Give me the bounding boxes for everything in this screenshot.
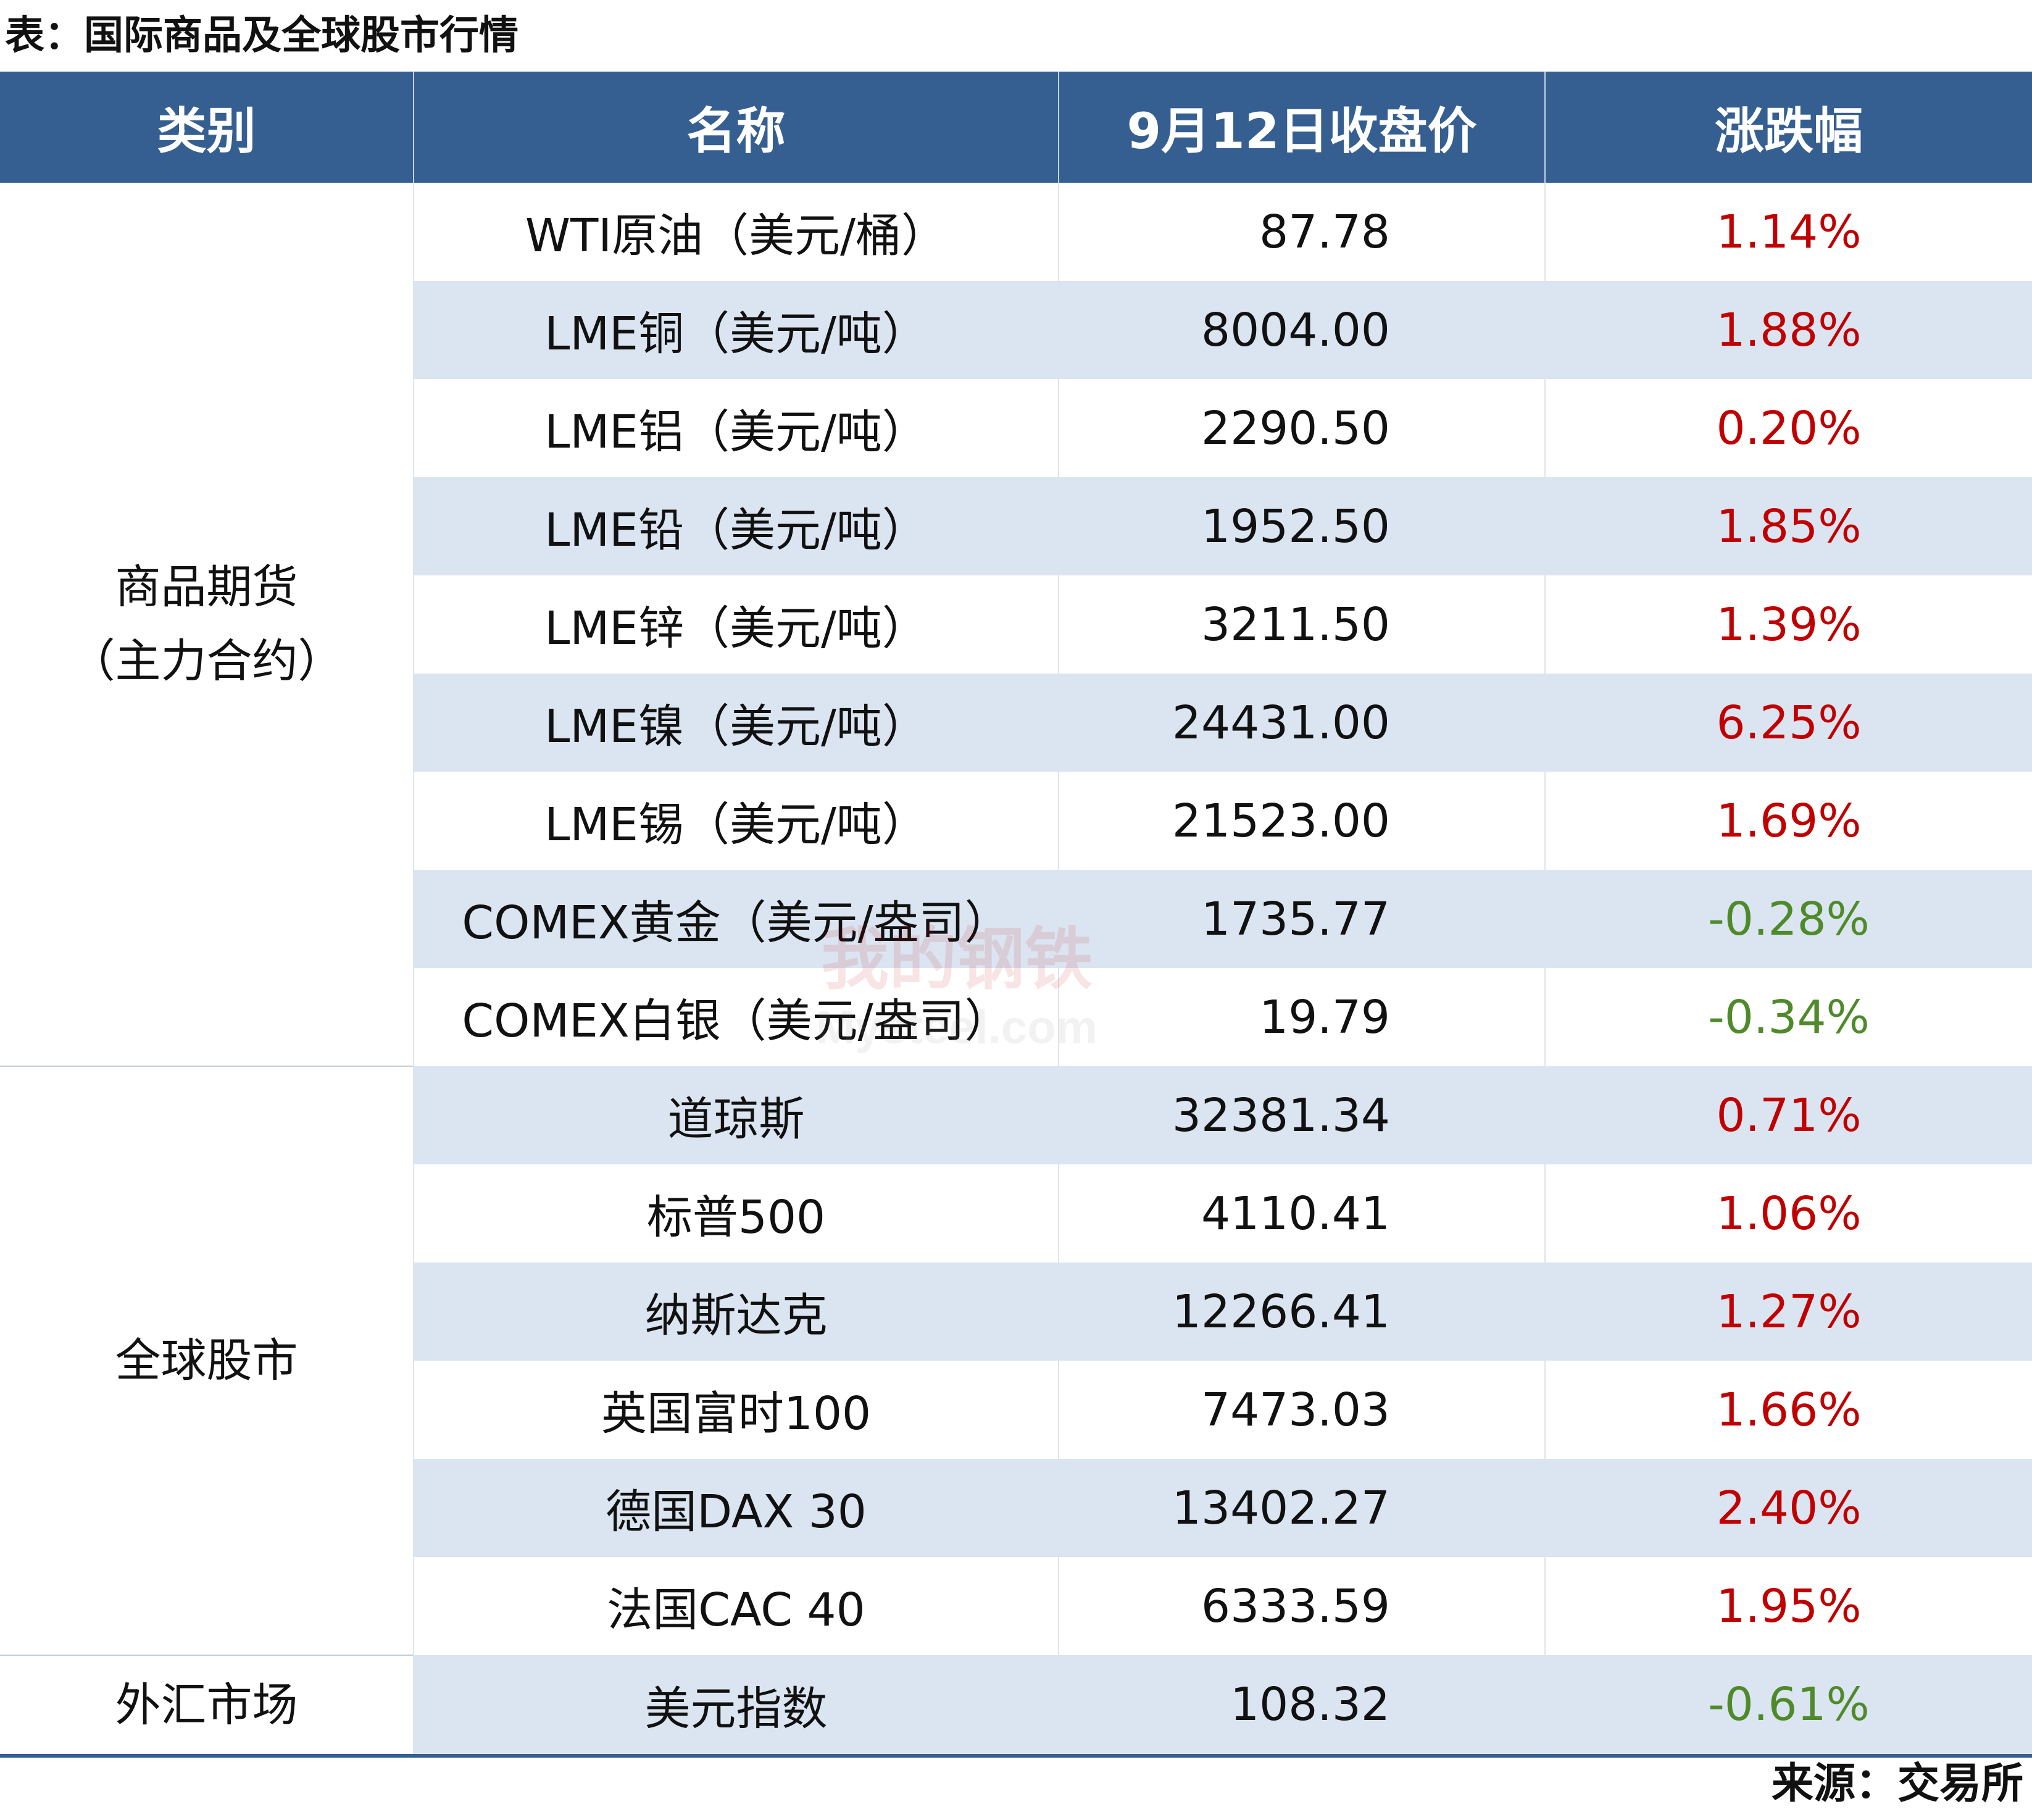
header-change: 涨跌幅 (1544, 72, 2032, 183)
table-row: LME铅（美元/吨） 1952.50 1.85% (0, 477, 2032, 575)
close-price: 1735.77 (1058, 870, 1546, 968)
close-price: 32381.34 (1058, 1066, 1546, 1164)
table-header: 类别 名称 9月12日收盘价 涨跌幅 (0, 72, 2032, 183)
header-category: 类别 (0, 72, 414, 183)
change-percent: 6.25% (1544, 674, 2032, 772)
close-price: 8004.00 (1058, 281, 1546, 379)
category-commodity-subtitle: （主力合约） (69, 635, 344, 688)
instrument-name: LME锡（美元/吨） (414, 772, 1059, 870)
change-percent: 1.69% (1544, 772, 2032, 870)
close-price: 13402.27 (1058, 1459, 1546, 1557)
close-price: 4110.41 (1058, 1164, 1546, 1263)
close-price: 21523.00 (1058, 772, 1546, 870)
change-percent: 0.20% (1544, 379, 2032, 477)
source-note: 来源：交易所 (1771, 1759, 2023, 1808)
table-row: COMEX黄金（美元/盎司） 1735.77 -0.28% (0, 870, 2032, 968)
change-percent: 1.88% (1544, 281, 2032, 379)
table-row: COMEX白银（美元/盎司） 19.79 -0.34% (0, 968, 2032, 1066)
change-percent: -0.61% (1544, 1655, 2032, 1758)
table-row: 标普500 4110.41 1.06% (0, 1164, 2032, 1263)
close-price: 24431.00 (1058, 674, 1546, 772)
table-row: LME镍（美元/吨） 24431.00 6.25% (0, 674, 2032, 772)
change-percent: 2.40% (1544, 1459, 2032, 1557)
change-percent: 1.39% (1544, 575, 2032, 674)
table-row: 外汇市场 美元指数 108.32 -0.61% (0, 1655, 2032, 1758)
table-row: 法国CAC 40 6333.59 1.95% (0, 1557, 2032, 1655)
change-percent: 1.85% (1544, 477, 2032, 575)
table-row: 全球股市 道琼斯 32381.34 0.71% (0, 1066, 2032, 1655)
instrument-name: 美元指数 (413, 1655, 1059, 1758)
instrument-name: WTI原油（美元/桶） (413, 183, 1059, 281)
table-row: 英国富时100 7473.03 1.66% (0, 1361, 2032, 1459)
close-price: 7473.03 (1058, 1361, 1546, 1459)
category-commodity-title: 商品期货 (115, 561, 298, 614)
instrument-name: 标普500 (414, 1164, 1059, 1263)
close-price: 6333.59 (1058, 1557, 1546, 1655)
change-percent: 1.06% (1544, 1164, 2032, 1263)
change-percent: 0.71% (1544, 1066, 2032, 1164)
close-price: 87.78 (1058, 183, 1546, 281)
category-commodity-futures: 商品期货 （主力合约） (0, 183, 414, 1066)
header-name: 名称 (413, 72, 1059, 183)
instrument-name: LME镍（美元/吨） (414, 674, 1059, 772)
table-row: LME锌（美元/吨） 3211.50 1.39% (0, 575, 2032, 674)
table-row: LME铝（美元/吨） 2290.50 0.20% (0, 379, 2032, 477)
instrument-name: LME铅（美元/吨） (414, 477, 1059, 575)
table-row: LME锡（美元/吨） 21523.00 1.69% (0, 772, 2032, 870)
instrument-name: COMEX黄金（美元/盎司） (414, 870, 1059, 968)
instrument-name: LME铝（美元/吨） (414, 379, 1059, 477)
instrument-name: LME铜（美元/吨） (414, 281, 1059, 379)
close-price: 108.32 (1058, 1655, 1546, 1758)
close-price: 3211.50 (1058, 575, 1546, 674)
category-fx-market: 外汇市场 (0, 1655, 414, 1758)
instrument-name: 法国CAC 40 (414, 1557, 1059, 1655)
close-price: 2290.50 (1058, 379, 1546, 477)
change-percent: 1.27% (1544, 1263, 2032, 1361)
instrument-name: 纳斯达克 (414, 1263, 1059, 1361)
close-price: 19.79 (1058, 968, 1546, 1066)
change-percent: 1.14% (1544, 183, 2032, 281)
change-percent: 1.95% (1544, 1557, 2032, 1655)
header-close-price: 9月12日收盘价 (1058, 72, 1546, 183)
table-caption: 表：国际商品及全球股市行情 (5, 13, 518, 59)
close-price: 12266.41 (1058, 1263, 1546, 1361)
change-percent: -0.28% (1544, 870, 2032, 968)
change-percent: 1.66% (1544, 1361, 2032, 1459)
table-body: 商品期货 （主力合约） WTI原油（美元/桶） 87.78 1.14% LME铜… (0, 183, 2032, 1758)
instrument-name: 英国富时100 (414, 1361, 1059, 1459)
instrument-name: 道琼斯 (413, 1066, 1059, 1164)
table-row: LME铜（美元/吨） 8004.00 1.88% (0, 281, 2032, 379)
header-row: 类别 名称 9月12日收盘价 涨跌幅 (0, 72, 2032, 183)
instrument-name: LME锌（美元/吨） (414, 575, 1059, 674)
table-row: 纳斯达克 12266.41 1.27% (0, 1263, 2032, 1361)
instrument-name: COMEX白银（美元/盎司） (414, 968, 1059, 1066)
instrument-name: 德国DAX 30 (414, 1459, 1059, 1557)
close-price: 1952.50 (1058, 477, 1546, 575)
table-row: 德国DAX 30 13402.27 2.40% (0, 1459, 2032, 1557)
category-global-stocks: 全球股市 (0, 1066, 414, 1655)
change-percent: -0.34% (1544, 968, 2032, 1066)
table-row: 商品期货 （主力合约） WTI原油（美元/桶） 87.78 1.14% (0, 183, 2032, 1066)
market-quotes-table: 类别 名称 9月12日收盘价 涨跌幅 商品期货 （主力合约） WTI原油（美元/… (0, 72, 2032, 1758)
